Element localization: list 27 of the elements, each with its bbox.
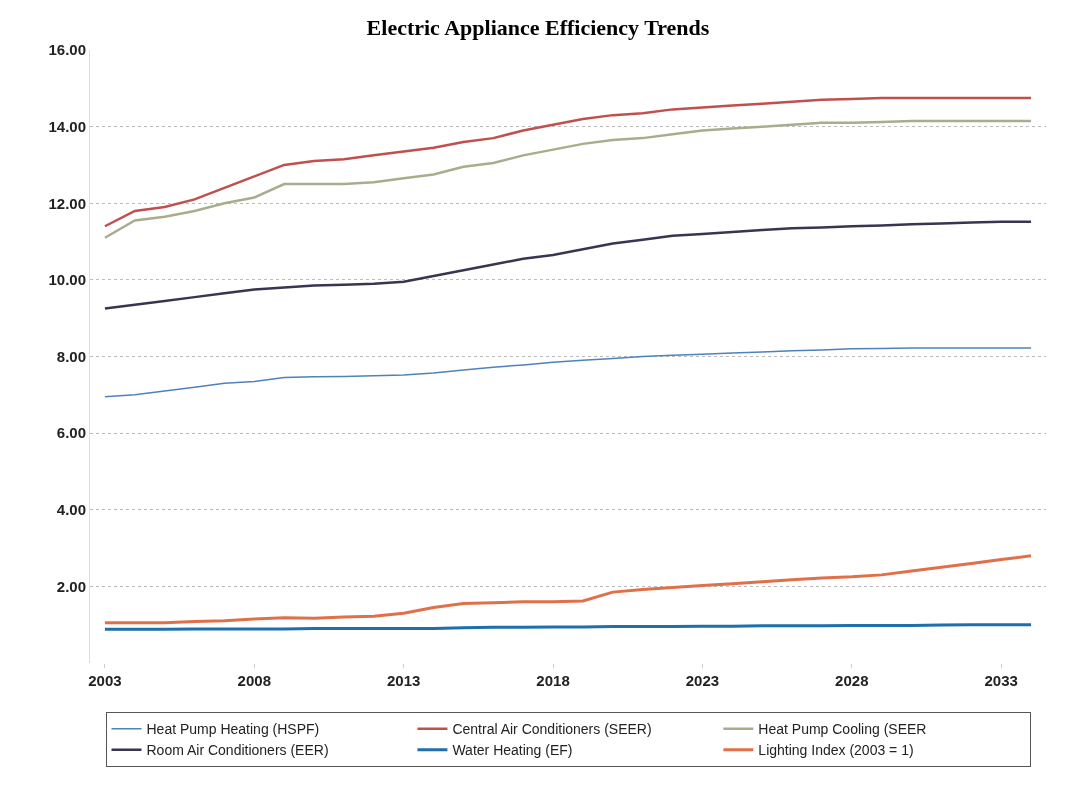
- x-tick-label: 2018: [536, 672, 570, 689]
- y-tick-label: 10.00: [48, 271, 86, 289]
- x-tick-label: 2013: [387, 672, 421, 689]
- line-series: [103, 96, 1033, 228]
- line-series: [103, 119, 1033, 239]
- legend-label: Central Air Conditioners (SEER): [452, 721, 652, 738]
- line-series: [103, 220, 1033, 310]
- x-tick-label: 2033: [984, 672, 1018, 689]
- x-tick-label: 2028: [835, 672, 869, 689]
- y-tick-label: 16.00: [48, 41, 86, 59]
- y-tick-label: 12.00: [48, 194, 86, 212]
- legend-label: Heat Pump Cooling (SEER: [758, 721, 927, 738]
- line-series: [103, 554, 1033, 625]
- legend-label: Heat Pump Heating (HSPF): [146, 721, 320, 738]
- x-tick-label: 2003: [88, 672, 122, 689]
- legend-label: Lighting Index (2003 = 1): [758, 742, 914, 759]
- legend-label: Room Air Conditioners (EER): [146, 742, 329, 759]
- y-tick-label: 4.00: [56, 501, 86, 518]
- chart-title: Electric Appliance Efficiency Trends: [366, 15, 710, 41]
- x-tick-label: 2023: [685, 672, 720, 689]
- x-tick-label: 2008: [237, 672, 271, 689]
- y-tick-label: 6.00: [56, 424, 86, 442]
- y-tick-label: 14.00: [48, 117, 86, 135]
- legend-label: Water Heating (EF): [452, 742, 573, 759]
- y-tick-label: 8.00: [56, 347, 86, 365]
- line-series: [104, 347, 1032, 398]
- y-tick-label: 2.00: [56, 577, 86, 595]
